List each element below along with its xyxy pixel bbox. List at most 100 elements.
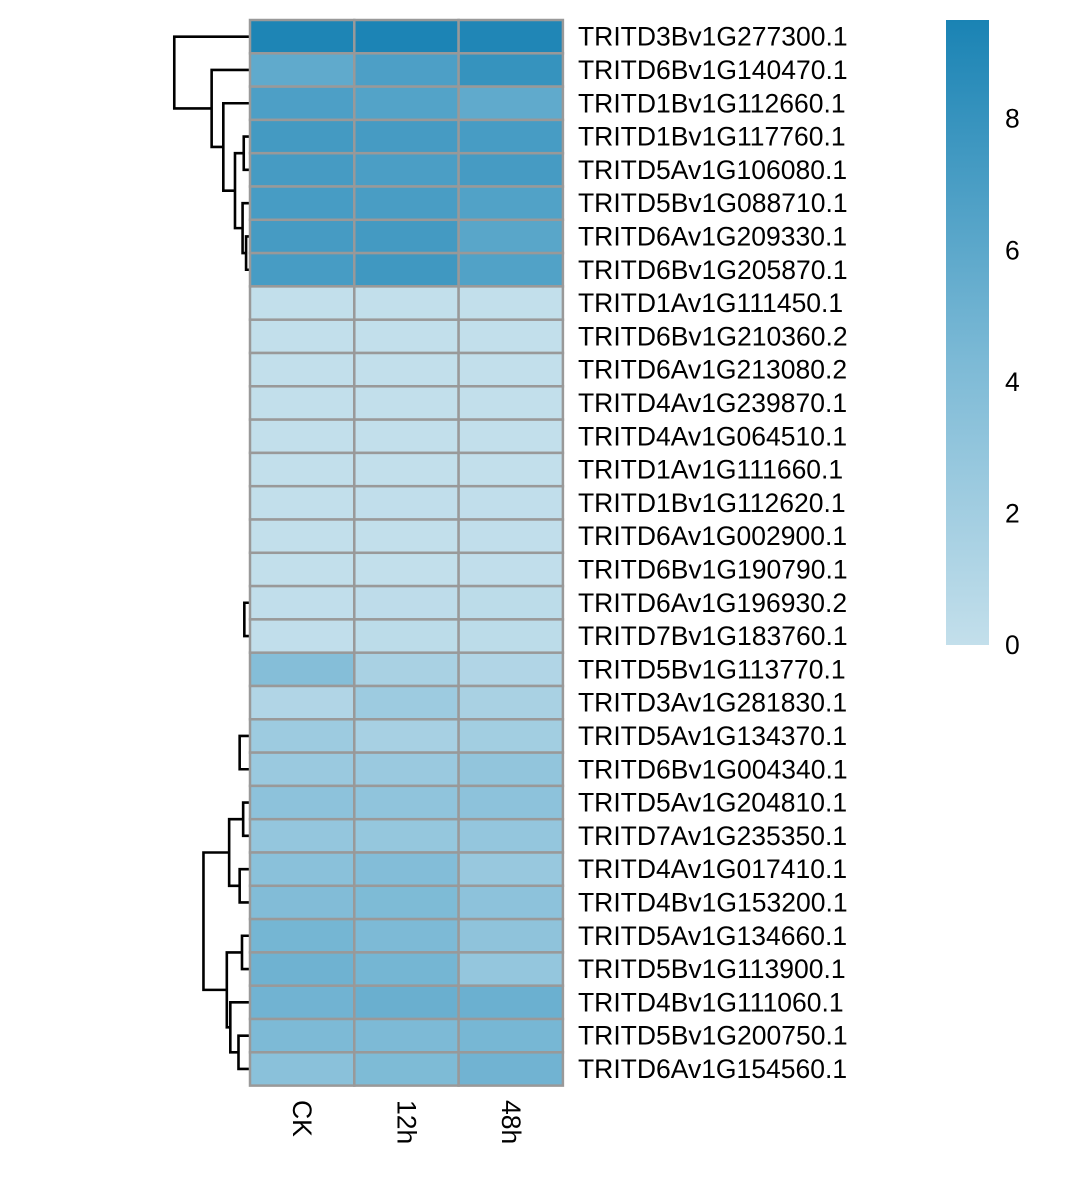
dendrogram-branch — [241, 801, 249, 838]
row-label: TRITD5Bv1G113770.1 — [578, 654, 846, 684]
heatmap-cell — [248, 85, 356, 122]
heatmap-cell — [457, 351, 565, 388]
legend-tick-label: 6 — [1005, 235, 1020, 265]
row-label: TRITD4Av1G064510.1 — [578, 421, 847, 451]
row-label: TRITD6Av1G002900.1 — [578, 521, 847, 551]
row-label: TRITD5Bv1G113900.1 — [578, 954, 846, 984]
heatmap-cell — [353, 917, 460, 954]
row-label: TRITD1Av1G111660.1 — [578, 455, 843, 485]
row-label: TRITD3Av1G281830.1 — [578, 688, 847, 718]
row-label: TRITD5Bv1G088710.1 — [578, 188, 848, 218]
row-label: TRITD4Bv1G153200.1 — [578, 887, 848, 917]
color-legend: 0 2 4 6 8 — [946, 20, 1020, 660]
heatmap-cell — [248, 318, 356, 355]
heatmap-cell — [457, 418, 565, 455]
heatmap-cell — [457, 1051, 565, 1087]
heatmap-cell — [248, 651, 356, 688]
heatmap-cell — [248, 1051, 356, 1087]
row-label: TRITD6Bv1G210360.2 — [578, 321, 848, 351]
heatmap-cell — [248, 851, 356, 888]
heatmap-cell — [457, 52, 565, 88]
heatmap-cell — [248, 984, 356, 1021]
heatmap-cell — [457, 18, 565, 55]
legend-tick-label: 4 — [1005, 367, 1020, 397]
heatmap-cell — [353, 984, 460, 1021]
heatmap-cell — [353, 285, 460, 321]
row-label: TRITD1Bv1G117760.1 — [578, 122, 846, 152]
row-label: TRITD6Bv1G004340.1 — [578, 754, 848, 784]
heatmap-cell — [353, 884, 460, 921]
heatmap-cell — [353, 718, 460, 754]
heatmap-cell — [457, 651, 565, 688]
heatmap-cell — [248, 251, 356, 288]
heatmap-cell — [457, 718, 565, 754]
row-label: TRITD6Av1G196930.2 — [578, 588, 847, 618]
heatmap-cell — [353, 451, 460, 488]
row-label: TRITD7Av1G235350.1 — [578, 821, 847, 851]
heatmap-cell — [248, 551, 356, 588]
heatmap-cell — [353, 251, 460, 288]
heatmap-cell — [353, 751, 460, 788]
heatmap-cell — [353, 951, 460, 987]
heatmap-cell — [353, 784, 460, 821]
heatmap-cell — [457, 185, 565, 222]
heatmap-cell — [248, 618, 356, 654]
heatmap-cell — [248, 185, 356, 222]
row-label: TRITD4Bv1G111060.1 — [578, 987, 844, 1017]
heatmap-cell — [353, 817, 460, 854]
heatmap-cell — [457, 385, 565, 421]
dendrogram-branch — [242, 135, 249, 172]
legend-color-bar — [946, 20, 989, 645]
heatmap-cell — [457, 684, 565, 721]
heatmap-cell — [248, 18, 356, 55]
heatmap-cell — [248, 218, 356, 255]
heatmap-cell — [457, 85, 565, 122]
heatmap-cell — [457, 618, 565, 654]
heatmap-cell — [457, 817, 565, 854]
dendrogram-branch — [237, 1034, 249, 1071]
heatmap-cell — [248, 385, 356, 421]
row-label: TRITD6Bv1G190790.1 — [578, 554, 848, 584]
heatmap-cell — [457, 951, 565, 987]
heatmap-cell — [248, 418, 356, 455]
heatmap-cell — [248, 951, 356, 987]
heatmap-cell — [353, 551, 460, 588]
heatmap-cell — [457, 1017, 565, 1054]
row-label: TRITD6Bv1G140470.1 — [578, 55, 848, 85]
heatmap-cell — [457, 118, 565, 155]
row-label: TRITD5Av1G106080.1 — [578, 155, 847, 185]
heatmap-cell — [457, 884, 565, 921]
heatmap-cell — [457, 984, 565, 1021]
row-label: TRITD4Av1G017410.1 — [578, 854, 847, 884]
heatmap-cell — [353, 118, 460, 155]
heatmap-cell — [353, 151, 460, 188]
heatmap-cell — [248, 584, 356, 621]
row-label: TRITD6Av1G209330.1 — [578, 221, 847, 251]
row-label: TRITD6Av1G154560.1 — [578, 1054, 847, 1084]
dendrogram-branch — [222, 101, 249, 192]
heatmap-cell — [457, 151, 565, 188]
dendrogram-branch — [172, 35, 249, 110]
row-label: TRITD7Bv1G183760.1 — [578, 621, 848, 651]
heatmap-cell — [353, 318, 460, 355]
dendrogram-branch — [238, 867, 249, 904]
heatmap-cell — [353, 584, 460, 621]
heatmap-cell — [353, 185, 460, 222]
heatmap-cell — [457, 518, 565, 555]
heatmap-cell — [353, 618, 460, 654]
heatmap-cell — [353, 518, 460, 555]
heatmap-cell — [457, 551, 565, 588]
row-label: TRITD5Av1G204810.1 — [578, 788, 847, 818]
heatmap-cell — [248, 518, 356, 555]
heatmap-cell — [248, 684, 356, 721]
heatmap-cell — [353, 351, 460, 388]
heatmap-cell — [457, 285, 565, 321]
column-label: 12h — [391, 1100, 421, 1144]
heatmap-cell — [457, 917, 565, 954]
heatmap-cell — [457, 751, 565, 788]
heatmap-cell — [353, 684, 460, 721]
heatmap-cell — [248, 917, 356, 954]
heatmap-cell — [248, 351, 356, 388]
heatmap-cell — [248, 751, 356, 788]
